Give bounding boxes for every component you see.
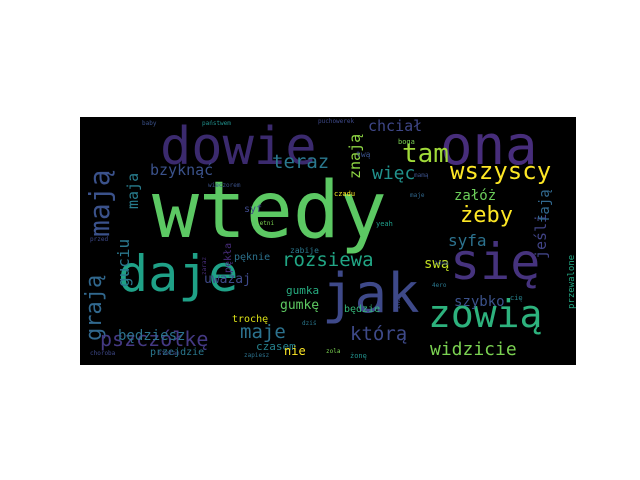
cloud-word-wszyscy: wszyscy xyxy=(450,157,552,185)
cloud-word-przed: przed xyxy=(90,236,109,243)
cloud-word-zapiesz: zapiesz xyxy=(244,352,270,359)
cloud-word-zowia: zowią xyxy=(428,292,543,336)
cloud-word-letni: letni xyxy=(256,220,275,227)
cloud-word-nie: nie xyxy=(284,344,306,358)
cloud-word-maja2: maja xyxy=(124,172,142,209)
cloud-word-gumka: gumka xyxy=(286,284,320,297)
cloud-word-uwazaj: uważaj xyxy=(204,272,251,287)
cloud-word-maje2: maje xyxy=(410,192,425,199)
cloud-word-faje: fają xyxy=(537,189,553,223)
cloud-word-chcial: chciał xyxy=(368,117,423,135)
cloud-word-widzicie: widzicie xyxy=(430,339,517,360)
cloud-word-sie: się xyxy=(450,233,541,291)
cloud-word-dzis: dziś xyxy=(302,320,317,327)
cloud-word-guciu: guciu xyxy=(114,238,133,287)
cloud-word-przewalone: przewalone xyxy=(567,254,576,309)
cloud-word-bedziesz: będziesz xyxy=(118,328,186,344)
cloud-word-boga: boga xyxy=(398,138,415,146)
cloud-word-peknie: pęknie xyxy=(234,252,271,263)
cloud-word-dowie: dowie xyxy=(160,117,317,177)
cloud-word-syfa: syfa xyxy=(448,231,487,250)
cloud-word-ona: ona xyxy=(440,117,538,177)
cloud-word-zona: żona xyxy=(434,260,449,267)
cloud-word-szybko: szybko xyxy=(454,294,505,310)
cloud-word-czasem: czasem xyxy=(256,340,296,353)
cloud-word-znow: znów xyxy=(395,294,402,309)
cloud-word-gumke: gumkę xyxy=(280,298,320,313)
cloud-word-choroba: choroba xyxy=(90,350,116,357)
cloud-word-zabije: zabije xyxy=(290,246,319,255)
cloud-word-4ero: 4ero xyxy=(432,282,447,289)
cloud-word-teraz: teraz xyxy=(272,151,330,173)
cloud-word-wtedy: wtedy xyxy=(152,166,387,256)
cloud-word-jak: jak xyxy=(322,262,420,325)
cloud-word-bzyknac: bzyknąć xyxy=(150,161,214,179)
cloud-word-puchowerek: puchowerek xyxy=(318,118,355,125)
cloud-word-tam: tam xyxy=(402,139,449,169)
cloud-word-wiec: więc xyxy=(372,163,416,184)
cloud-word-zeby: żeby xyxy=(460,203,513,228)
cloud-word-bedzie: będzie xyxy=(344,304,381,315)
cloud-word-wieczorem: wieczorem xyxy=(208,182,241,189)
cloud-word-pszczolke: pszczółkę xyxy=(100,327,209,351)
cloud-word-cie: cię xyxy=(510,294,523,302)
cloud-word-stefan: stefan xyxy=(158,350,180,357)
cloud-word-daje: daje xyxy=(118,245,239,303)
cloud-word-pekla: pękła xyxy=(223,242,234,273)
cloud-word-baby: baby xyxy=(142,120,157,127)
cloud-word-twa: twą xyxy=(356,150,371,159)
cloud-word-mama: mamą xyxy=(414,172,429,179)
cloud-word-zone: żonę xyxy=(350,352,367,360)
cloud-word-rozsiewa: rozsiewa xyxy=(282,249,374,271)
cloud-word-syf: syf xyxy=(244,204,263,215)
cloud-word-zaraz: zaraz xyxy=(201,256,208,275)
cloud-word-yeah: yeah xyxy=(376,220,393,228)
cloud-word-panstwem: państwem xyxy=(202,120,231,127)
cloud-word-troche: trochę xyxy=(232,314,269,325)
cloud-word-zaloz: załóż xyxy=(454,188,497,204)
cloud-word-swa: swą xyxy=(424,256,450,272)
cloud-word-maja: mają xyxy=(83,169,116,237)
cloud-word-zola: zola xyxy=(326,348,341,355)
word-cloud: wtedy ona dowie daje się jak zowią mają grają tam… xyxy=(80,117,576,365)
cloud-word-maje: maje xyxy=(240,321,286,343)
cloud-word-ktora: którą xyxy=(350,323,408,345)
cloud-word-przejdzie: przejdzie xyxy=(150,347,205,358)
cloud-word-czadu: czadu xyxy=(334,190,356,198)
